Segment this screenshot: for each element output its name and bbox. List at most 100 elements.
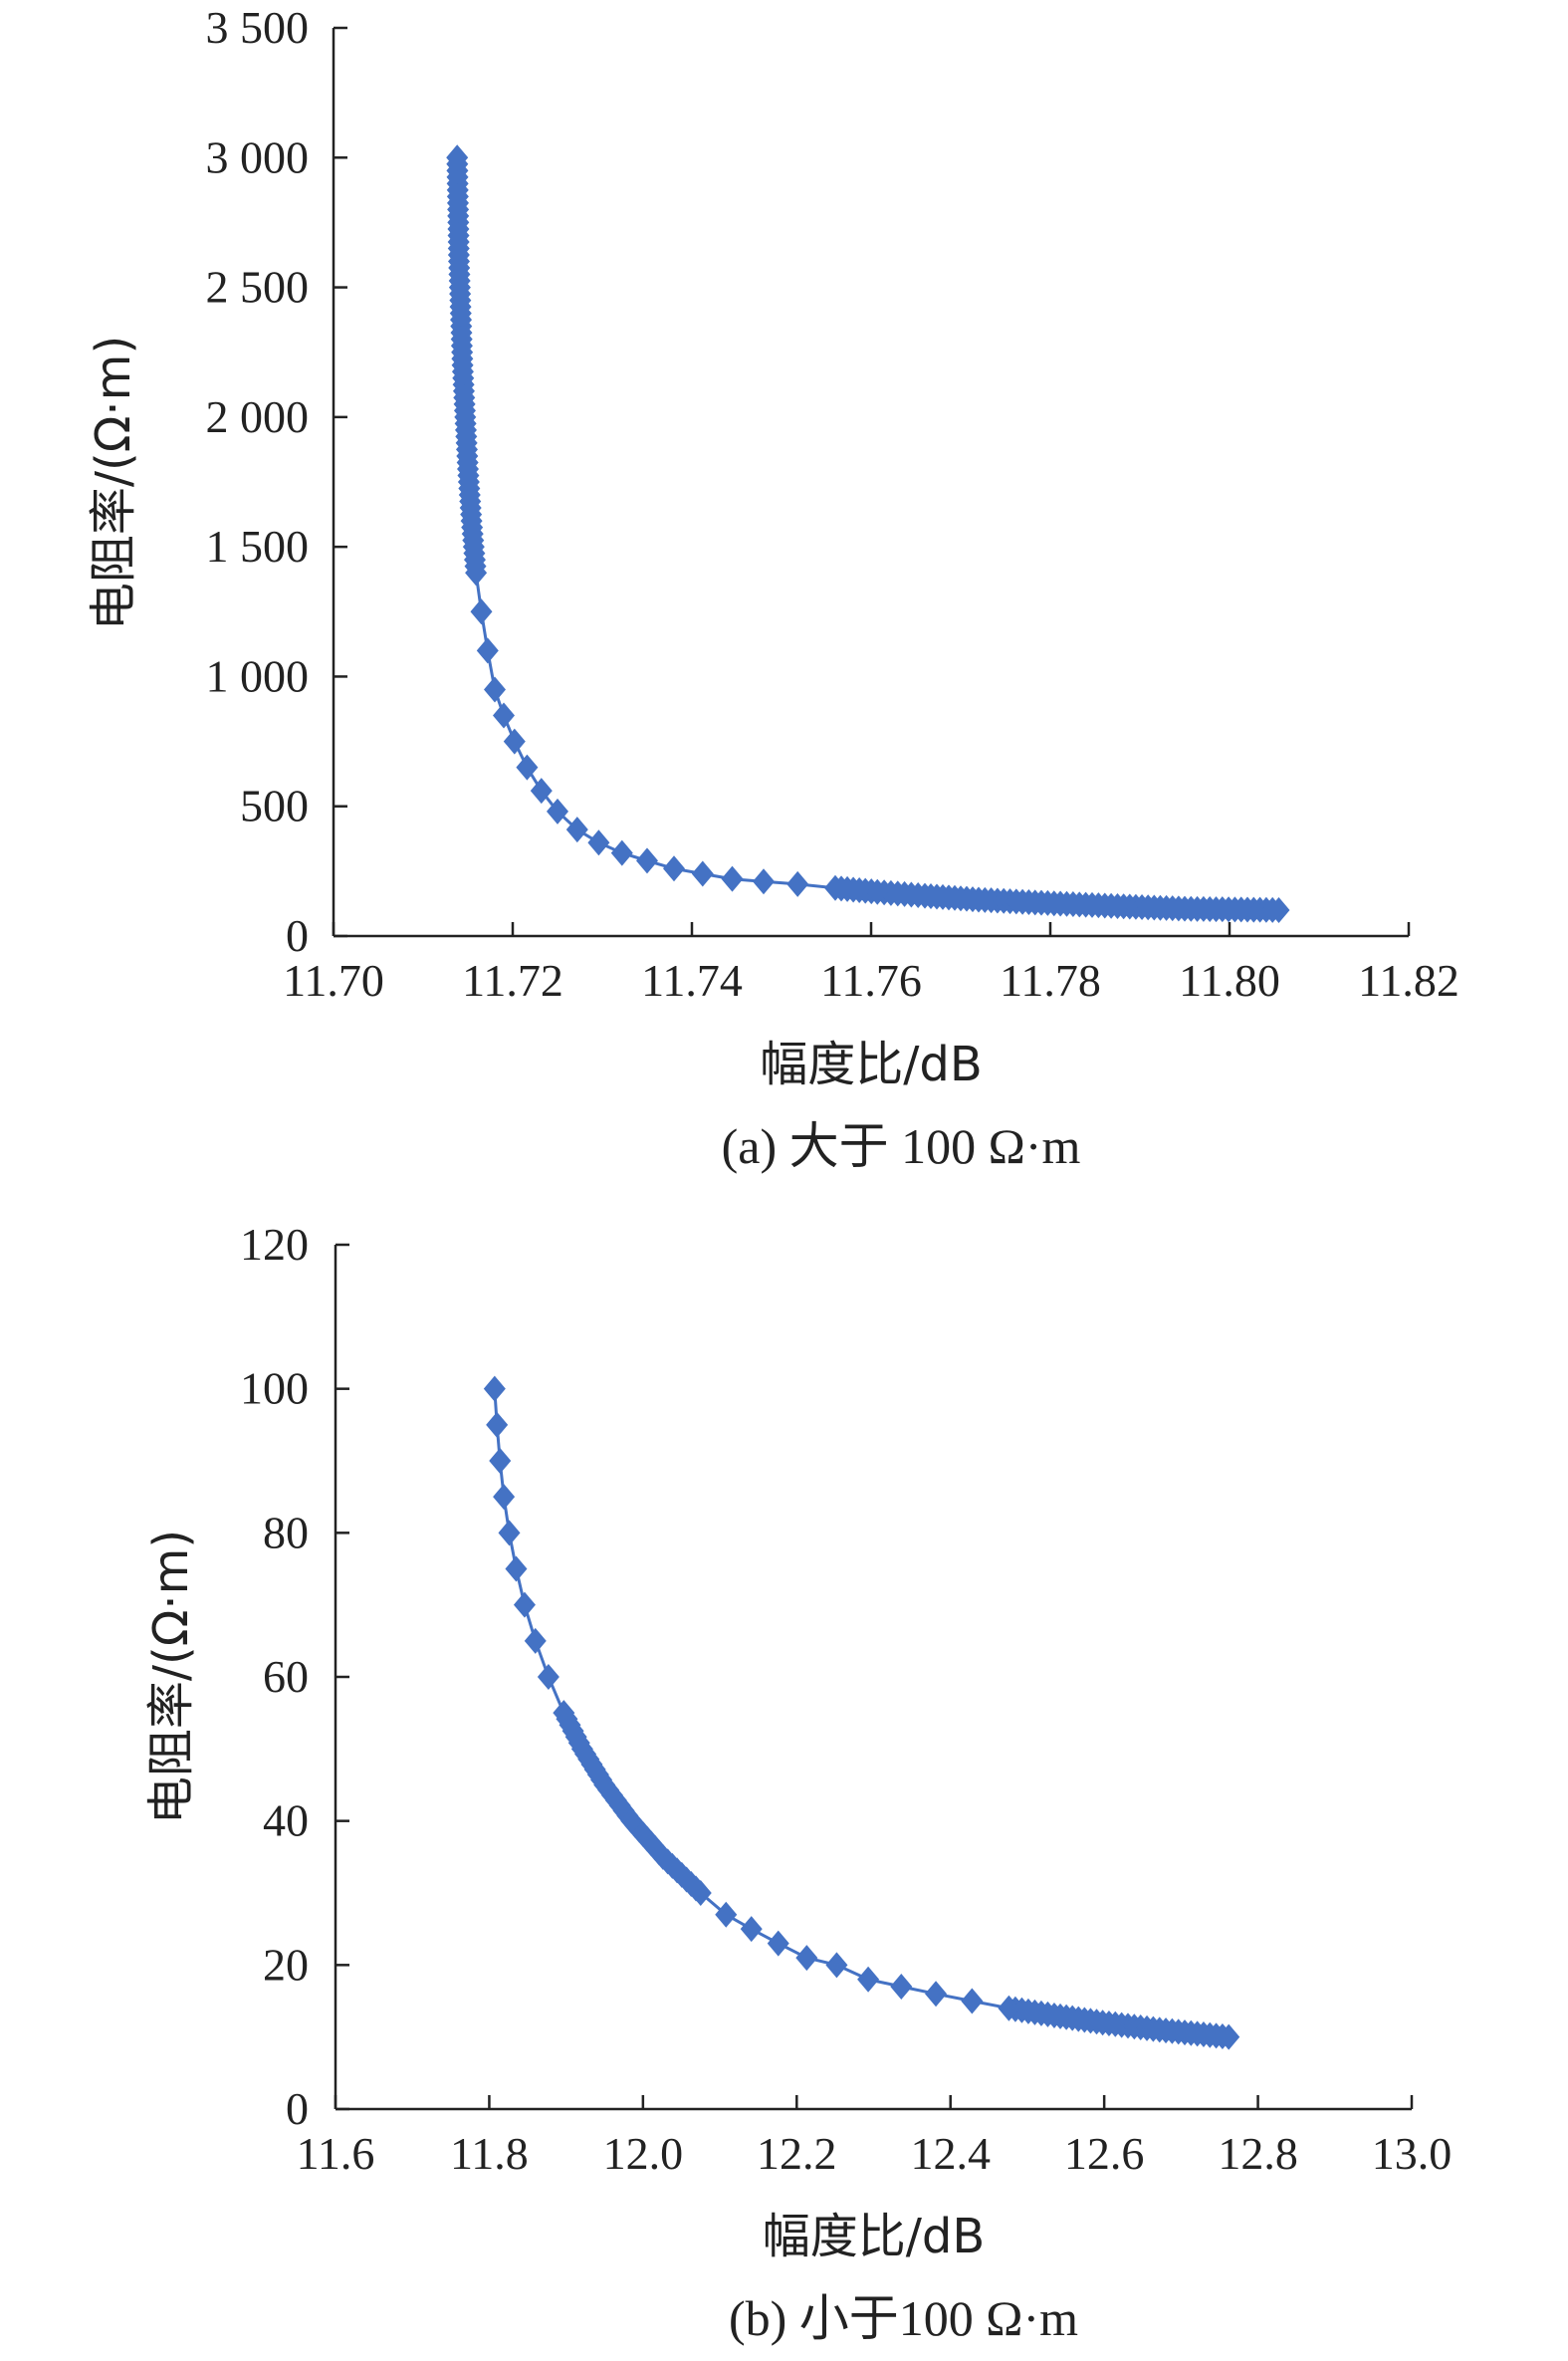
x-tick-label: 12.2	[757, 2128, 837, 2179]
y-tick-label: 120	[240, 1219, 309, 1270]
data-point	[451, 352, 474, 378]
data-point	[553, 1700, 575, 1727]
data-point	[753, 868, 775, 895]
data-point	[493, 1484, 516, 1511]
data-point	[663, 855, 685, 882]
x-tick-label: 11.80	[1179, 955, 1280, 1006]
data-point	[715, 1901, 738, 1928]
data-point	[465, 560, 488, 587]
data-point	[968, 886, 990, 913]
data-point	[498, 1520, 521, 1546]
data-point	[767, 1930, 789, 1957]
chart-caption: (a) 大于 100 Ω·m	[722, 1118, 1081, 1174]
x-axis-title: 幅度比/dB	[763, 2209, 986, 2264]
data-point	[513, 1591, 536, 1618]
data-point	[505, 1555, 528, 1582]
data-point	[530, 778, 553, 805]
data-point	[457, 455, 479, 482]
y-tick-label: 500	[240, 781, 309, 831]
data-point	[786, 870, 809, 897]
data-point	[795, 1945, 818, 1972]
data-point	[1030, 889, 1052, 916]
data-point	[914, 882, 936, 909]
data-point	[651, 1843, 674, 1870]
x-tick-label: 13.0	[1372, 2128, 1453, 2179]
data-point	[1218, 2023, 1240, 2050]
x-tick-label: 11.74	[641, 955, 743, 1006]
data-point	[448, 248, 470, 275]
data-point	[547, 798, 568, 825]
chart-b: 0 20 40 60 80 100 120 11.6 11.8 12.0 12.2 12.4 12.6 1…	[143, 1219, 1452, 2346]
data-point	[446, 144, 469, 171]
x-tick-label: 11.8	[450, 2128, 529, 2179]
y-tick-label: 3 500	[206, 2, 310, 53]
x-tick-label: 12.8	[1218, 2128, 1298, 2179]
chart-caption: (b) 小于100 Ω·m	[729, 2290, 1078, 2346]
data-point	[486, 1411, 509, 1438]
data-point	[610, 839, 633, 866]
y-tick-label: 3 000	[206, 131, 310, 182]
y-tick-label: 1 500	[206, 521, 310, 572]
y-tick-label: 2 000	[206, 391, 310, 442]
data-point	[493, 702, 515, 729]
data-point	[998, 1995, 1020, 2021]
data-point	[1148, 2016, 1171, 2043]
data-point	[1042, 2002, 1065, 2028]
data-point	[721, 865, 744, 892]
y-tick-label: 20	[263, 1939, 309, 1990]
y-tick-label: 60	[263, 1651, 309, 1702]
series-line	[493, 1388, 1230, 2039]
data-point	[1106, 893, 1129, 920]
x-tick-label: 11.82	[1358, 955, 1459, 1006]
data-point	[537, 1664, 560, 1690]
data-point	[483, 1375, 506, 1402]
x-tick-label: 11.76	[820, 955, 922, 1006]
data-point	[824, 874, 846, 901]
data-point	[1267, 896, 1290, 923]
data-point	[565, 817, 588, 843]
data-point	[866, 878, 889, 905]
y-tick-label: 40	[263, 1795, 309, 1846]
x-tick-label: 11.70	[283, 955, 384, 1006]
x-tick-label: 11.6	[297, 2128, 375, 2179]
x-tick-label: 12.4	[910, 2128, 991, 2179]
y-tick-label: 80	[263, 1507, 309, 1557]
data-point	[620, 1807, 643, 1834]
y-axis-title: 电阻率/(Ω·m)	[86, 336, 141, 630]
data-point	[454, 403, 477, 430]
series-line	[455, 157, 1279, 912]
data-point	[890, 1974, 913, 2001]
data-point	[593, 1771, 616, 1798]
y-tick-label: 0	[286, 2083, 309, 2134]
data-point	[503, 728, 526, 755]
x-tick-label: 12.0	[603, 2128, 684, 2179]
data-point	[587, 829, 610, 856]
y-tick-label: 1 000	[206, 650, 310, 701]
data-point	[740, 1916, 763, 1943]
data-point	[570, 1736, 593, 1763]
data-point	[516, 754, 539, 781]
data-point	[1091, 2009, 1114, 2036]
x-axis-title: 幅度比/dB	[760, 1037, 983, 1092]
x-tick-label: 11.72	[462, 955, 563, 1006]
data-point	[961, 1988, 984, 2014]
data-point	[484, 676, 506, 703]
data-point	[691, 860, 714, 887]
data-point	[447, 196, 470, 223]
data-point	[470, 598, 493, 625]
chart-a: 0 500 1 000 1 500 2 000 2 500 3 000 3 500 11.70 1…	[86, 2, 1459, 1174]
data-point	[689, 1880, 712, 1906]
y-axis-title: 电阻率/(Ω·m)	[143, 1530, 199, 1824]
data-point	[460, 508, 483, 535]
x-tick-label: 12.6	[1064, 2128, 1145, 2179]
data-point	[449, 300, 472, 327]
data-point	[489, 1448, 512, 1474]
y-tick-label: 0	[286, 910, 309, 961]
data-point	[925, 1981, 948, 2007]
data-point	[524, 1627, 547, 1654]
data-point	[476, 637, 499, 664]
data-point	[1174, 895, 1196, 922]
y-tick-label: 2 500	[206, 262, 310, 313]
data-point	[636, 847, 658, 874]
